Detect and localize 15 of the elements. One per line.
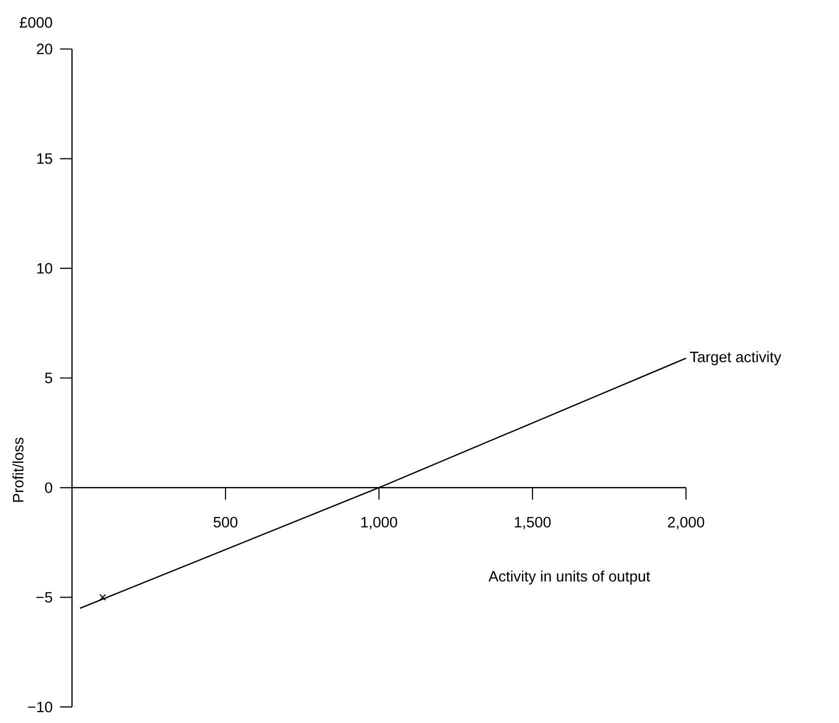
y-tick-label: 10 xyxy=(37,263,52,274)
y-tick-label: 15 xyxy=(37,153,52,164)
y-tick-label: 0 xyxy=(45,482,52,493)
x-axis-title: Activity in units of output xyxy=(488,570,650,585)
series-label: Target activity xyxy=(690,351,782,366)
y-tick-label: −5 xyxy=(36,592,52,603)
x-tick-label: 500 xyxy=(214,516,238,528)
text: £000 xyxy=(20,17,52,28)
y-axis-title: Profit/loss xyxy=(12,438,24,502)
y-tick-label: 20 xyxy=(36,44,52,54)
y-tick-label: 5 xyxy=(45,372,52,384)
x-tick-label: 2,000 xyxy=(668,516,704,530)
y-tick-label: −10 xyxy=(28,702,52,712)
x-tick-label: 1,000 xyxy=(361,516,398,530)
x-tick-label: 1,500 xyxy=(514,516,551,530)
